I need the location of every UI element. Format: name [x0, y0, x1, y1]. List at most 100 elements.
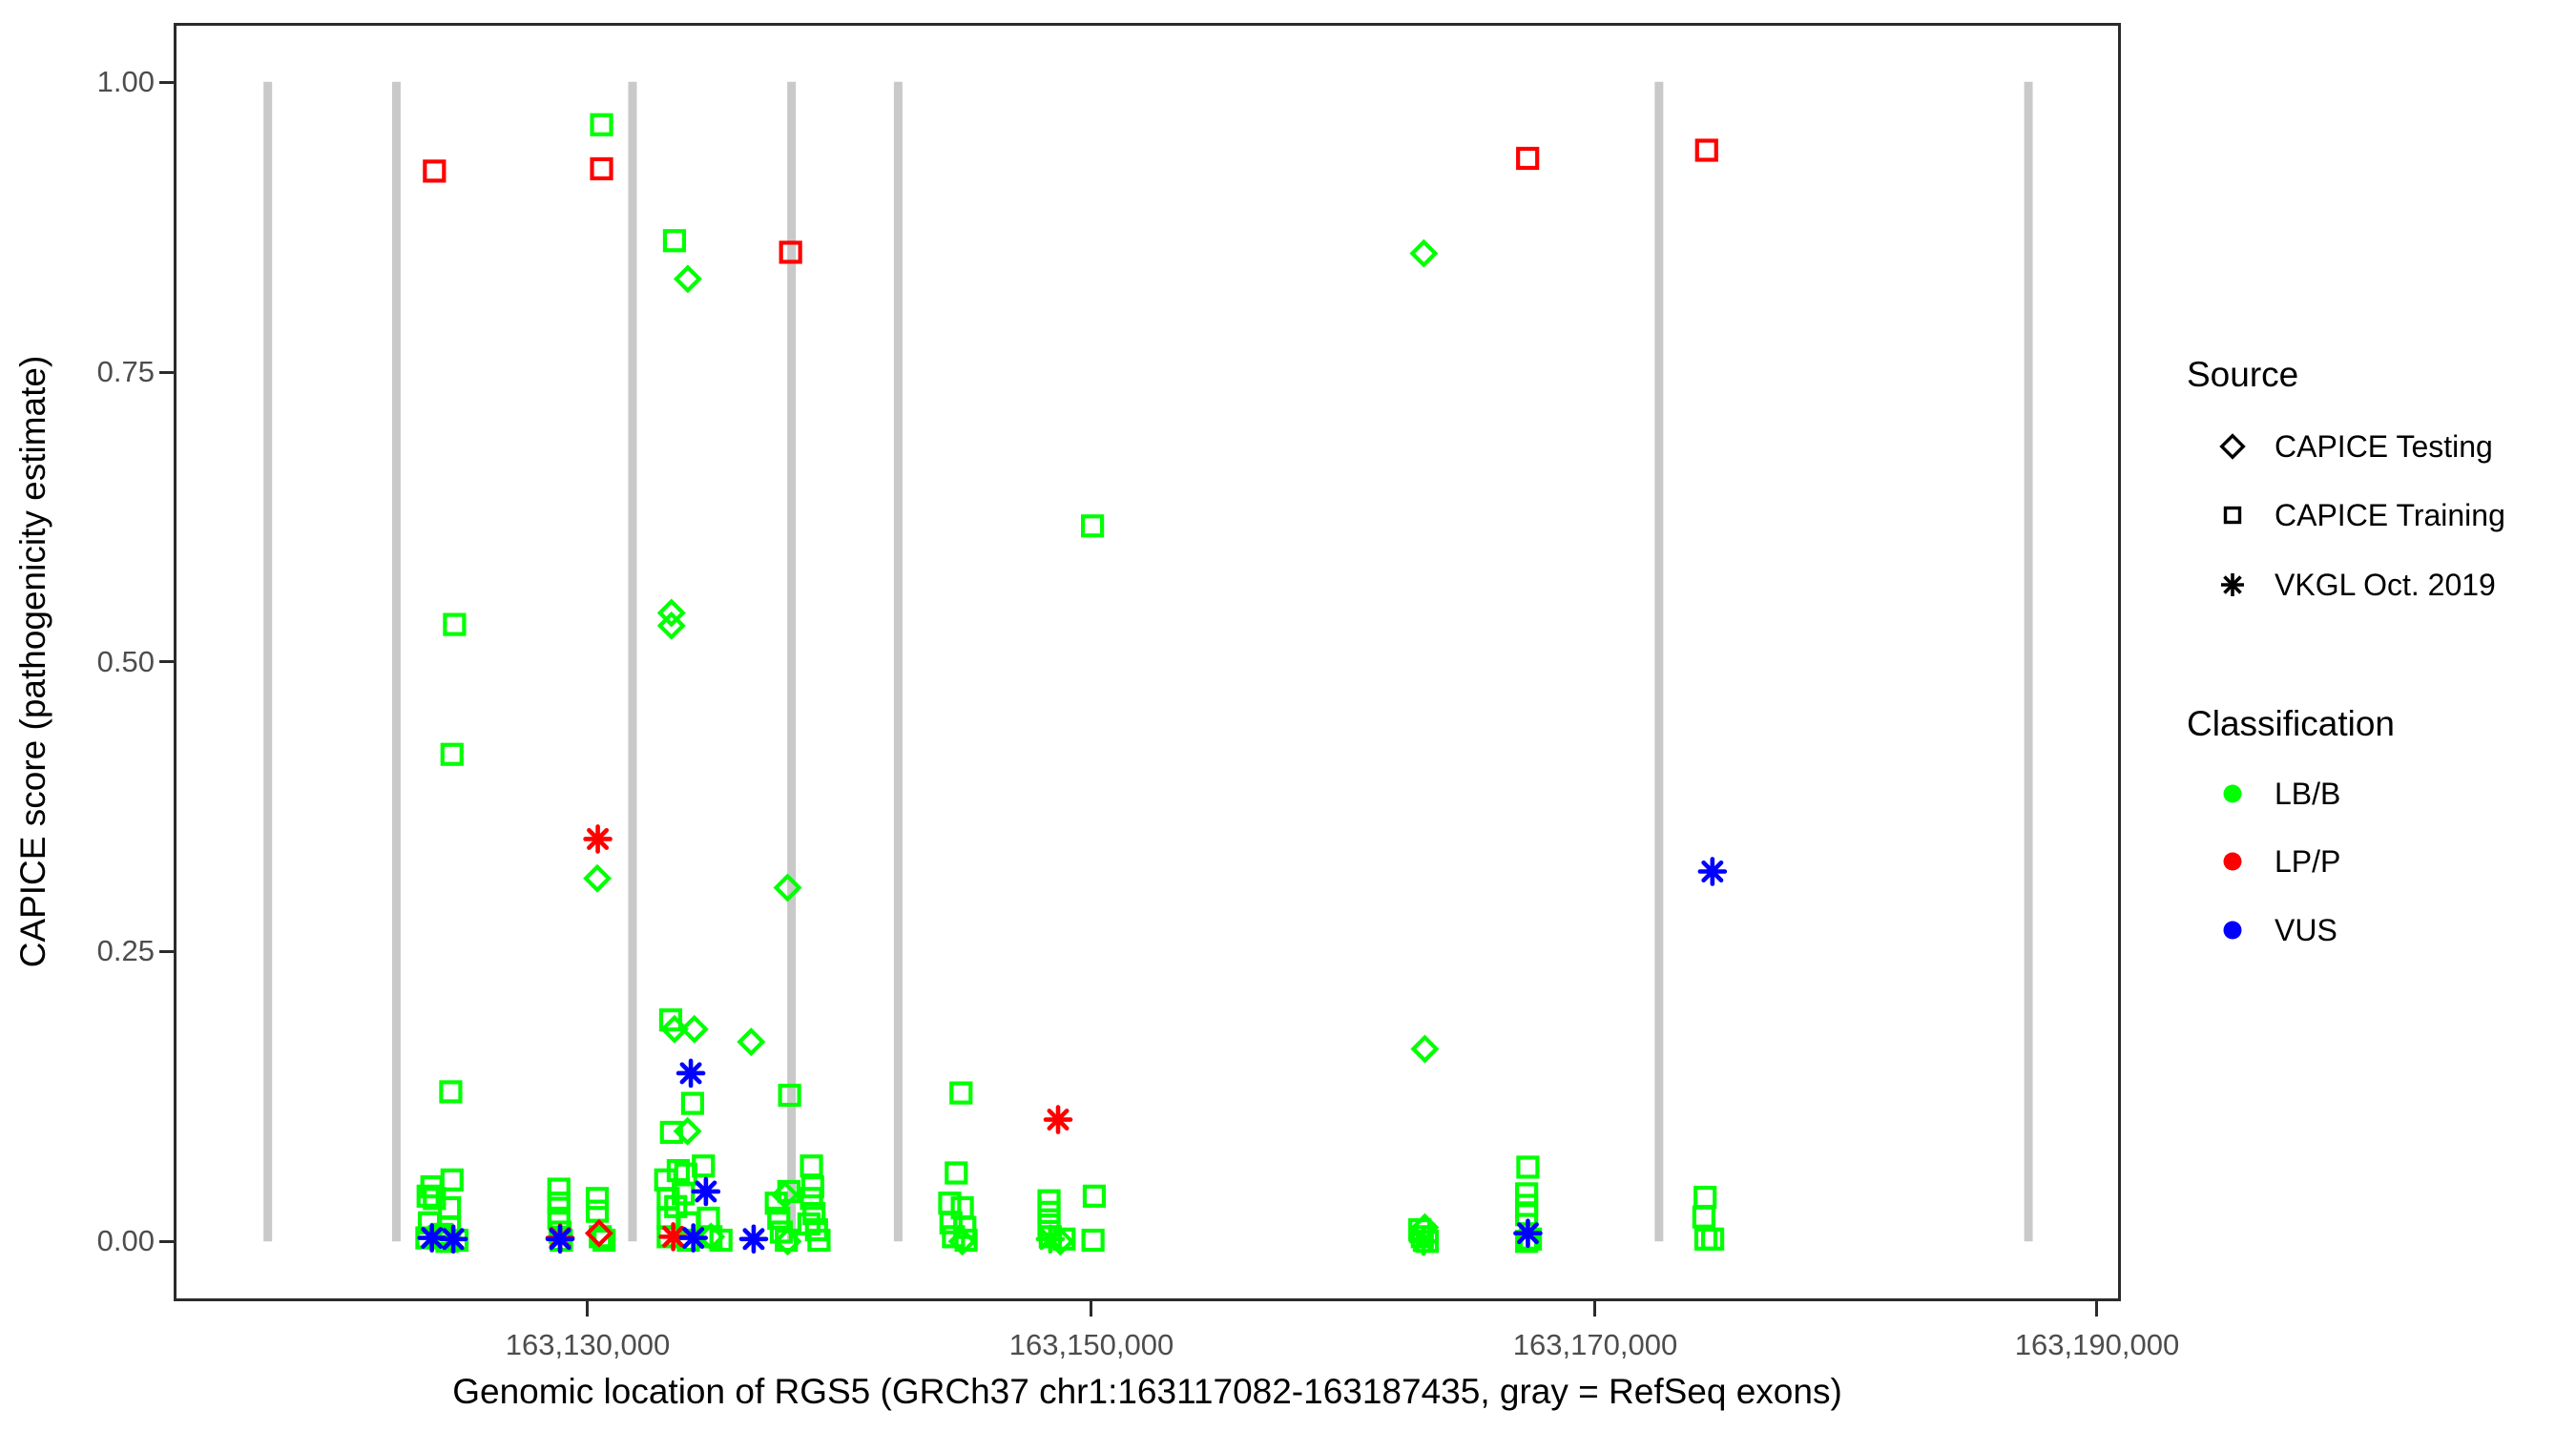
data-point [673, 1116, 702, 1146]
data-point [779, 240, 802, 264]
exon-bar [263, 81, 273, 1242]
data-point [696, 1206, 720, 1231]
data-point [709, 1228, 733, 1253]
data-point [767, 1206, 791, 1231]
diamond-icon [2219, 433, 2246, 460]
data-point [1516, 146, 1540, 171]
data-point [547, 1177, 571, 1201]
data-point [443, 612, 467, 636]
legend-item-lpp: LP/P [2187, 839, 2568, 884]
exon-bar [787, 81, 797, 1242]
green-dot-icon [2223, 784, 2242, 803]
legend-item-label: LP/P [2275, 844, 2341, 879]
data-point [1037, 1189, 1061, 1213]
red-dot-icon [2223, 852, 2242, 871]
legend-item-label: VKGL Oct. 2019 [2275, 568, 2496, 602]
data-point [1513, 1218, 1543, 1249]
y-tick-label: 0.75 [96, 355, 155, 388]
data-point [547, 1192, 571, 1215]
data-point [583, 824, 613, 854]
legend-item-label: VUS [2275, 913, 2337, 947]
data-point [673, 264, 702, 294]
y-tick-mark [159, 81, 175, 84]
data-point [773, 873, 802, 902]
y-tick-label: 1.00 [96, 65, 155, 98]
data-point [675, 1058, 706, 1089]
data-point [1408, 1226, 1439, 1256]
data-point [423, 159, 447, 183]
x-tick-label: 163,150,000 [1008, 1328, 1174, 1361]
exon-bar [1654, 81, 1664, 1242]
data-point [440, 742, 464, 766]
data-point [1516, 1155, 1540, 1179]
data-point [590, 113, 613, 136]
legend-item-vkgl: VKGL Oct. 2019 [2187, 562, 2568, 608]
data-point [585, 1187, 610, 1211]
data-point [680, 1091, 705, 1115]
legend-item-label: CAPICE Testing [2275, 429, 2493, 464]
data-point [679, 1014, 709, 1044]
legend-source-title: Source [2187, 355, 2299, 394]
legend-item-vus: VUS [2187, 907, 2568, 953]
data-point [438, 1224, 468, 1255]
y-tick-mark [159, 371, 175, 374]
data-point [416, 1184, 440, 1208]
x-axis-title: Genomic location of RGS5 (GRCh37 chr1:16… [452, 1372, 1842, 1411]
data-point [585, 1199, 610, 1223]
data-point [590, 156, 613, 181]
data-point [770, 1180, 800, 1210]
asterisk-icon [2221, 573, 2244, 596]
legend-item-capice-training: CAPICE Training [2187, 492, 2568, 538]
data-point [1693, 1227, 1718, 1251]
data-point [1035, 1224, 1066, 1255]
exon-bar [893, 81, 903, 1242]
x-tick-mark [1090, 1301, 1092, 1317]
exon-bar [391, 81, 401, 1242]
data-point [1409, 238, 1439, 268]
data-point [658, 1007, 683, 1032]
data-point [696, 1222, 726, 1252]
data-point [1043, 1105, 1073, 1134]
y-tick-label: 0.00 [96, 1224, 155, 1257]
data-point [1037, 1200, 1061, 1224]
data-point [800, 1175, 824, 1199]
data-point [440, 1168, 464, 1192]
legend: Source CAPICE Testing CAPICE Training VK… [2175, 0, 2576, 1431]
data-point [659, 1014, 689, 1044]
data-point [584, 1218, 613, 1248]
legend-item-label: LB/B [2275, 777, 2341, 811]
data-point [1697, 857, 1728, 886]
data-point [1515, 1182, 1539, 1206]
data-point [800, 1154, 823, 1178]
data-point [949, 1081, 973, 1105]
x-tick-mark [1593, 1301, 1596, 1317]
data-point [800, 1187, 823, 1211]
data-point [678, 1223, 709, 1253]
data-point [797, 1212, 821, 1236]
data-point [947, 1227, 977, 1256]
data-point [1694, 138, 1718, 162]
data-point [691, 1176, 721, 1207]
legend-item-lbb: LB/B [2187, 771, 2568, 817]
data-point [662, 229, 687, 253]
square-icon [2223, 506, 2242, 525]
data-point [778, 1083, 801, 1108]
data-point [659, 1120, 683, 1145]
data-point [1082, 1184, 1107, 1208]
x-tick-label: 163,130,000 [505, 1328, 671, 1361]
data-point [1410, 1034, 1440, 1064]
plot-panel [174, 23, 2121, 1301]
data-point [583, 863, 613, 893]
data-point [439, 1080, 463, 1104]
data-point [737, 1027, 766, 1057]
blue-dot-icon [2223, 921, 2242, 940]
data-point [545, 1224, 575, 1255]
data-point [1081, 1228, 1105, 1253]
data-point [1693, 1185, 1717, 1210]
data-point [1692, 1205, 1715, 1229]
legend-classification-title: Classification [2187, 704, 2395, 743]
data-point [945, 1161, 968, 1185]
x-tick-label: 163,170,000 [1512, 1328, 1678, 1361]
